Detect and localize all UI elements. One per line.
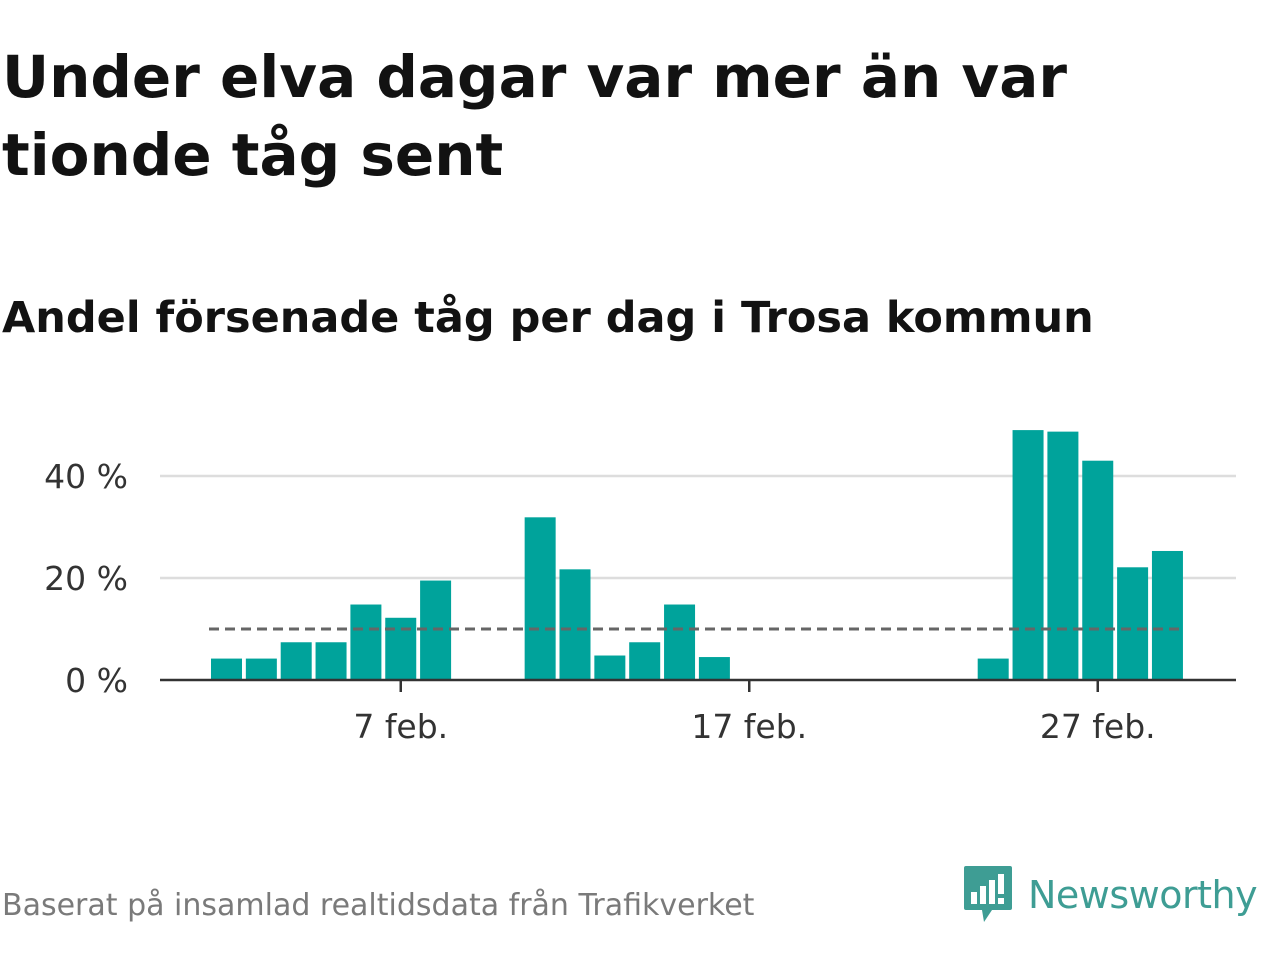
y-tick-label: 20 %	[44, 559, 128, 598]
chart-title: Under elva dagar var mer än var tionde t…	[2, 43, 1067, 189]
brand-name: Newsworthy	[1028, 873, 1258, 917]
newsworthy-logo-icon	[964, 866, 1012, 922]
bar	[350, 604, 382, 680]
y-axis-labels: 0 % 20 % 40 %	[44, 457, 128, 700]
bar	[664, 604, 696, 680]
bar	[524, 517, 556, 680]
bar	[1047, 431, 1079, 680]
brand: Newsworthy	[962, 862, 1258, 928]
bar	[559, 569, 591, 680]
bar	[315, 642, 347, 680]
bar	[385, 617, 417, 680]
y-tick-label: 40 %	[44, 457, 128, 496]
bar	[698, 657, 730, 680]
x-tick-label: 7 feb.	[353, 707, 448, 746]
bar	[245, 658, 277, 680]
bars	[211, 430, 1183, 680]
bar	[1082, 460, 1114, 680]
bar	[594, 655, 626, 680]
bar-chart: 0 % 20 % 40 % 7 feb. 17 feb. 27 feb.	[44, 430, 1236, 746]
bar	[1151, 550, 1183, 680]
bar	[629, 642, 661, 680]
x-tick-label: 27 feb.	[1040, 707, 1156, 746]
bar	[1117, 567, 1149, 680]
y-tick-label: 0 %	[65, 661, 128, 700]
x-axis-labels: 7 feb. 17 feb. 27 feb.	[353, 680, 1156, 746]
bar	[1012, 430, 1044, 680]
chart-subtitle: Andel försenade tåg per dag i Trosa komm…	[2, 293, 1094, 343]
bar	[977, 658, 1009, 680]
source-note: Baserat på insamlad realtidsdata från Tr…	[2, 888, 755, 923]
bar	[280, 642, 312, 680]
bar	[211, 658, 242, 680]
x-tick-label: 17 feb.	[691, 707, 807, 746]
